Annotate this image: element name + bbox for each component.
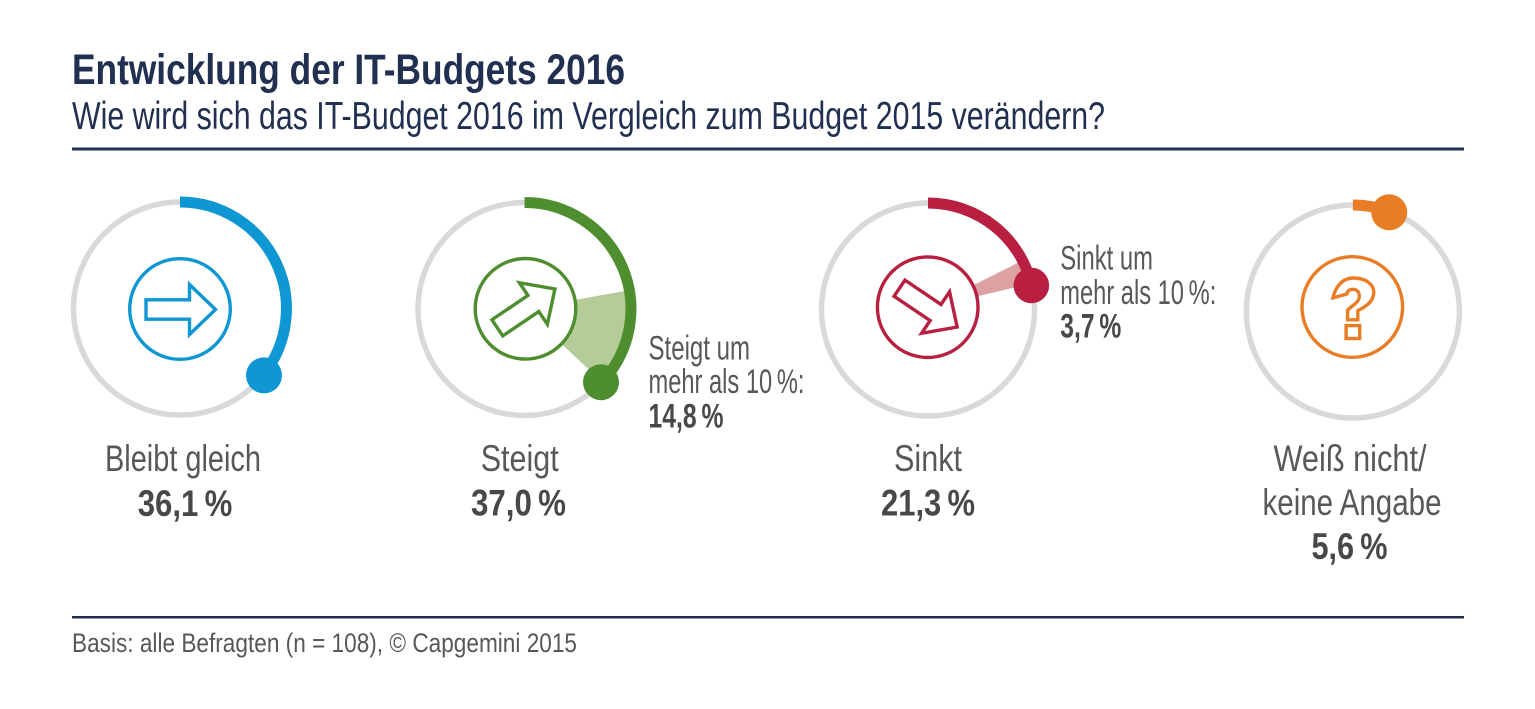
svg-text:mehr als 10 %:: mehr als 10 %: bbox=[649, 363, 805, 401]
svg-text:Entwicklung der IT-Budgets 201: Entwicklung der IT-Budgets 2016 bbox=[72, 46, 625, 94]
svg-text:Bleibt gleich: Bleibt gleich bbox=[105, 437, 261, 479]
svg-text:Sinkt um: Sinkt um bbox=[1060, 240, 1153, 278]
svg-text:keine Angabe: keine Angabe bbox=[1263, 481, 1442, 523]
svg-text:Wie wird sich das IT-Budget 20: Wie wird sich das IT-Budget 2016 im Verg… bbox=[72, 95, 1105, 138]
svg-text:37,0 %: 37,0 % bbox=[471, 482, 566, 524]
svg-text:21,3 %: 21,3 % bbox=[881, 482, 975, 524]
svg-text:14,8 %: 14,8 % bbox=[649, 398, 724, 436]
svg-text:5,6 %: 5,6 % bbox=[1312, 525, 1388, 567]
svg-text:Sinkt: Sinkt bbox=[894, 437, 962, 479]
svg-text:Steigt um: Steigt um bbox=[649, 330, 751, 368]
svg-text:36,1 %: 36,1 % bbox=[138, 482, 233, 524]
svg-text:Weiß nicht/: Weiß nicht/ bbox=[1274, 437, 1427, 479]
svg-text:Basis: alle Befragten (n = 108: Basis: alle Befragten (n = 108), © Capge… bbox=[72, 628, 577, 658]
svg-text:3,7 %: 3,7 % bbox=[1060, 308, 1121, 346]
svg-text:mehr als 10 %:: mehr als 10 %: bbox=[1060, 274, 1216, 312]
svg-text:Steigt: Steigt bbox=[481, 437, 559, 479]
